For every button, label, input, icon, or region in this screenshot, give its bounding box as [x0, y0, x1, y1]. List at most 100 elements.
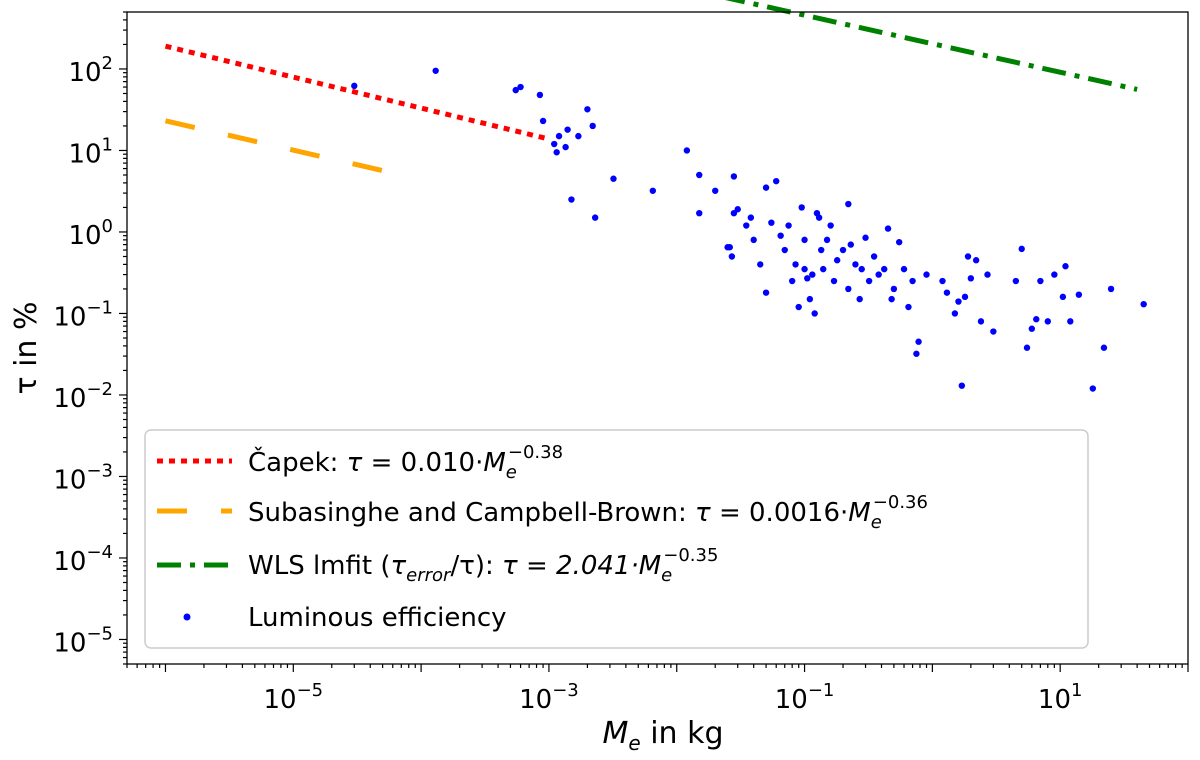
data-point [792, 261, 799, 268]
data-point [881, 265, 888, 273]
data-point [1100, 344, 1108, 351]
data-point [804, 275, 811, 282]
data-point [562, 143, 569, 151]
data-point [833, 257, 841, 264]
data-point [1012, 277, 1020, 285]
data-point [762, 289, 770, 296]
data-point [788, 277, 796, 285]
data-point [517, 83, 524, 91]
x-tick-label: 10−1 [775, 680, 835, 715]
fit-lines-layer [164, 0, 1138, 176]
data-point [730, 209, 738, 217]
data-point [865, 277, 873, 285]
data-point [536, 91, 544, 99]
data-point [964, 253, 972, 260]
legend-entry-luminous-efficiency: Luminous efficiency [248, 603, 507, 633]
data-point [610, 175, 617, 182]
data-point [923, 271, 930, 278]
data-point [683, 147, 691, 154]
data-point [1018, 245, 1025, 253]
legend-entry-capek: Čapek: τ = 0.010·Me−0.38 [248, 442, 563, 483]
data-point [811, 310, 818, 317]
legend-box [144, 429, 1089, 649]
data-point [1075, 291, 1083, 298]
data-point [1028, 325, 1036, 332]
data-point [553, 149, 560, 156]
data-point [798, 204, 805, 211]
y-tick-label: 10−1 [53, 297, 113, 332]
y-tick-label: 10−2 [53, 379, 113, 414]
data-point [589, 122, 596, 130]
data-point [977, 318, 985, 325]
data-point [1067, 318, 1074, 325]
x-axis-label: Me in kg [602, 716, 723, 755]
data-point [967, 275, 975, 282]
data-point [575, 132, 582, 140]
data-point [728, 253, 736, 260]
y-tick-label: 100 [68, 216, 113, 251]
data-point [1140, 300, 1147, 308]
data-point [539, 117, 547, 125]
data-point [951, 310, 959, 317]
data-point [858, 265, 865, 273]
data-point [432, 67, 439, 74]
data-point [649, 187, 657, 194]
x-tick-label: 10−5 [263, 680, 323, 715]
data-point [875, 271, 882, 278]
data-point [351, 82, 358, 90]
data-point [1062, 263, 1069, 270]
data-point [1044, 318, 1051, 325]
y-tick-label: 10−3 [53, 460, 113, 495]
data-point [890, 285, 898, 293]
legend-swatch-luminous-efficiency [183, 613, 191, 621]
data-point [830, 277, 838, 285]
data-point [512, 86, 519, 94]
data-point [747, 214, 755, 221]
data-point [884, 225, 892, 232]
data-point [845, 200, 852, 208]
tick-labels-layer: 10−5 10−3 10−1 101 102 101 100 10−1 10−2 10−3 10−4… [53, 53, 1082, 715]
data-point [555, 132, 563, 140]
data-point [712, 187, 719, 194]
data-point [801, 236, 808, 244]
data-point [856, 295, 863, 303]
data-point [757, 261, 764, 268]
data-point [809, 271, 816, 278]
data-point [1089, 385, 1097, 392]
data-point [939, 277, 946, 285]
data-point [584, 106, 591, 113]
data-point [909, 277, 916, 285]
fit-line-subasinghe [164, 118, 394, 176]
data-point [1051, 271, 1058, 278]
data-point [1037, 277, 1044, 285]
data-point [795, 303, 802, 311]
data-point [905, 303, 912, 311]
data-point [852, 261, 859, 268]
data-point [734, 206, 741, 213]
data-point [785, 222, 792, 229]
data-point [772, 177, 780, 185]
legend: Čapek: τ = 0.010·Me−0.38 Subasinghe and … [144, 429, 1089, 649]
data-point [820, 265, 827, 273]
data-point [958, 382, 966, 389]
data-point [777, 232, 784, 239]
data-point [743, 222, 750, 229]
data-point [568, 196, 575, 203]
fit-line-capek [164, 43, 550, 142]
data-point [762, 184, 770, 191]
data-point [913, 350, 920, 357]
data-point [943, 289, 951, 296]
data-point [827, 222, 834, 229]
data-point [1107, 285, 1115, 293]
data-point [806, 295, 814, 303]
data-point [888, 295, 895, 303]
data-point [1023, 344, 1031, 351]
y-tick-label: 101 [68, 134, 113, 169]
data-point [551, 140, 558, 148]
data-point [750, 236, 757, 244]
data-point [696, 209, 703, 217]
scatter-points-layer [351, 67, 1147, 392]
legend-swatches [157, 458, 232, 621]
data-point [818, 246, 825, 254]
